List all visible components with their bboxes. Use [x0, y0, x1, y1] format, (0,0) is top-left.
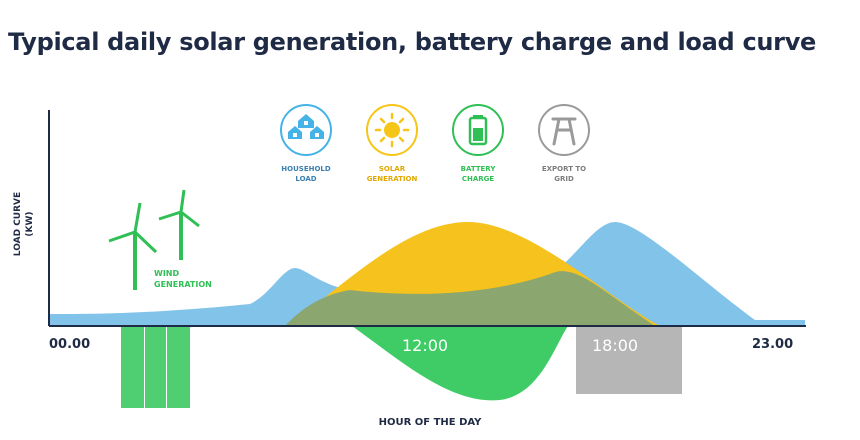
x-tick-start: 00.00	[49, 337, 91, 352]
wind-generation-bars	[121, 326, 190, 408]
legend-battery-charge: BATTERY CHARGE	[443, 104, 513, 184]
legend-export-to-grid: EXPORT TO GRID	[529, 104, 599, 184]
battery-icon	[452, 104, 504, 156]
page-title: Typical daily solar generation, battery …	[8, 28, 817, 56]
sun-icon	[366, 104, 418, 156]
wind-bar	[121, 326, 144, 408]
export-grid-bar	[576, 326, 682, 394]
x-axis-label: HOUR OF THE DAY	[378, 417, 482, 428]
load-solar-overlap-area	[285, 271, 655, 326]
wind-turbine-icon	[108, 189, 200, 290]
wind-bar	[145, 326, 166, 408]
battery-charge-area	[352, 326, 568, 401]
x-tick-noon: 12:00	[402, 336, 449, 355]
wind-generation-label: WIND GENERATION	[154, 269, 212, 289]
pylon-icon	[538, 104, 590, 156]
y-axis-label: LOAD CURVE (KW)	[13, 191, 35, 257]
legend-household-load: HOUSEHOLD LOAD	[271, 104, 341, 184]
x-tick-evening: 18:00	[592, 336, 639, 355]
wind-bar	[167, 326, 190, 408]
legend-solar-generation: SOLAR GENERATION	[357, 104, 427, 184]
x-tick-end: 23.00	[752, 337, 794, 352]
houses-icon	[280, 104, 332, 156]
